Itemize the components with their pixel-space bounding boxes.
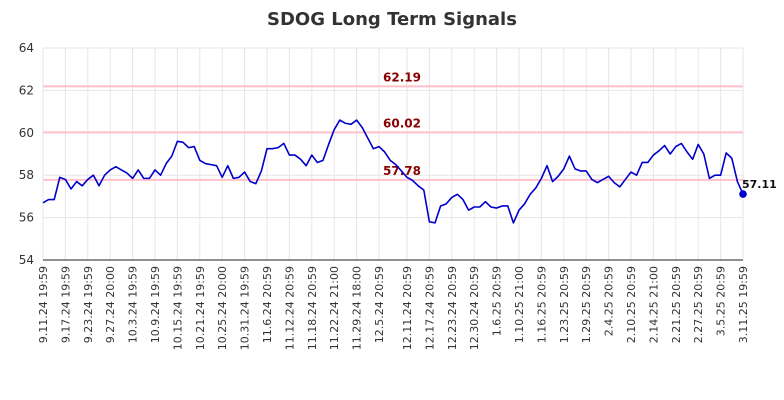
- x-tick-label: 10.15.24 19:59: [171, 266, 184, 350]
- x-tick-label: 9.11.24 19:59: [37, 266, 50, 343]
- y-tick-label: 58: [19, 168, 34, 182]
- grid: [42, 47, 744, 261]
- x-tick-label: 1.10.25 21:00: [513, 266, 526, 343]
- x-tick-label: 10.21.24 19:59: [194, 266, 207, 350]
- x-tick-label: 11.12.24 20:59: [283, 266, 296, 350]
- x-tick-label: 12.5.24 20:59: [373, 266, 386, 343]
- x-tick-label: 10.25.24 20:00: [216, 266, 229, 350]
- x-tick-label: 12.17.24 20:59: [423, 266, 436, 350]
- x-tick-label: 1.23.25 20:59: [558, 266, 571, 343]
- x-tick-label: 3.11.25 19:59: [737, 266, 750, 343]
- series-group: [42, 119, 744, 224]
- annotations: 57.11: [739, 178, 777, 198]
- x-tick-label: 1.6.25 20:59: [491, 266, 504, 336]
- x-tick-label: 2.4.25 20:59: [603, 266, 616, 336]
- reference-line-label: 60.02: [383, 116, 421, 130]
- x-tick-label: 11.18.24 20:59: [306, 266, 319, 350]
- x-tick-label: 2.14.25 21:00: [647, 266, 660, 343]
- last-value-label: 57.11: [742, 178, 777, 191]
- x-tick-label: 12.30.24 20:59: [468, 266, 481, 350]
- x-tick-label: 10.9.24 19:59: [149, 266, 162, 343]
- series-line: [42, 119, 744, 224]
- x-tick-label: 2.10.25 20:59: [625, 266, 638, 343]
- x-tick-label: 11.22.24 21:00: [328, 266, 341, 350]
- x-tick-label: 10.3.24 19:59: [127, 266, 140, 343]
- y-axis: 54 56 58 60 62 64: [19, 41, 44, 267]
- x-axis: 9.11.24 19:59 9.17.24 19:59 9.23.24 19:59 9…: [37, 259, 750, 350]
- x-tick-label: 1.16.25 20:59: [535, 266, 548, 343]
- x-tick-label: 9.27.24 20:00: [104, 266, 117, 343]
- y-tick-label: 60: [19, 126, 34, 140]
- y-tick-label: 56: [19, 211, 34, 225]
- y-tick-label: 54: [19, 253, 34, 267]
- x-tick-label: 11.6.24 20:59: [261, 266, 274, 343]
- y-tick-label: 64: [19, 41, 34, 55]
- x-tick-label: 9.23.24 19:59: [82, 266, 95, 343]
- x-tick-label: 2.21.25 20:59: [670, 266, 683, 343]
- reference-line-label: 62.19: [383, 70, 421, 84]
- x-tick-label: 12.23.24 20:59: [446, 266, 459, 350]
- x-tick-label: 11.29.24 18:00: [351, 266, 364, 350]
- x-tick-label: 12.11.24 20:59: [401, 266, 414, 350]
- x-tick-label: 10.31.24 19:59: [239, 266, 252, 350]
- y-tick-label: 62: [19, 83, 34, 97]
- x-tick-label: 1.29.25 20:59: [580, 266, 593, 343]
- x-tick-label: 3.5.25 20:59: [715, 266, 728, 336]
- x-tick-label: 2.27.25 20:59: [692, 266, 705, 343]
- last-point-marker: [739, 190, 747, 198]
- chart-title: SDOG Long Term Signals: [267, 9, 517, 30]
- x-tick-label: 9.17.24 19:59: [59, 266, 72, 343]
